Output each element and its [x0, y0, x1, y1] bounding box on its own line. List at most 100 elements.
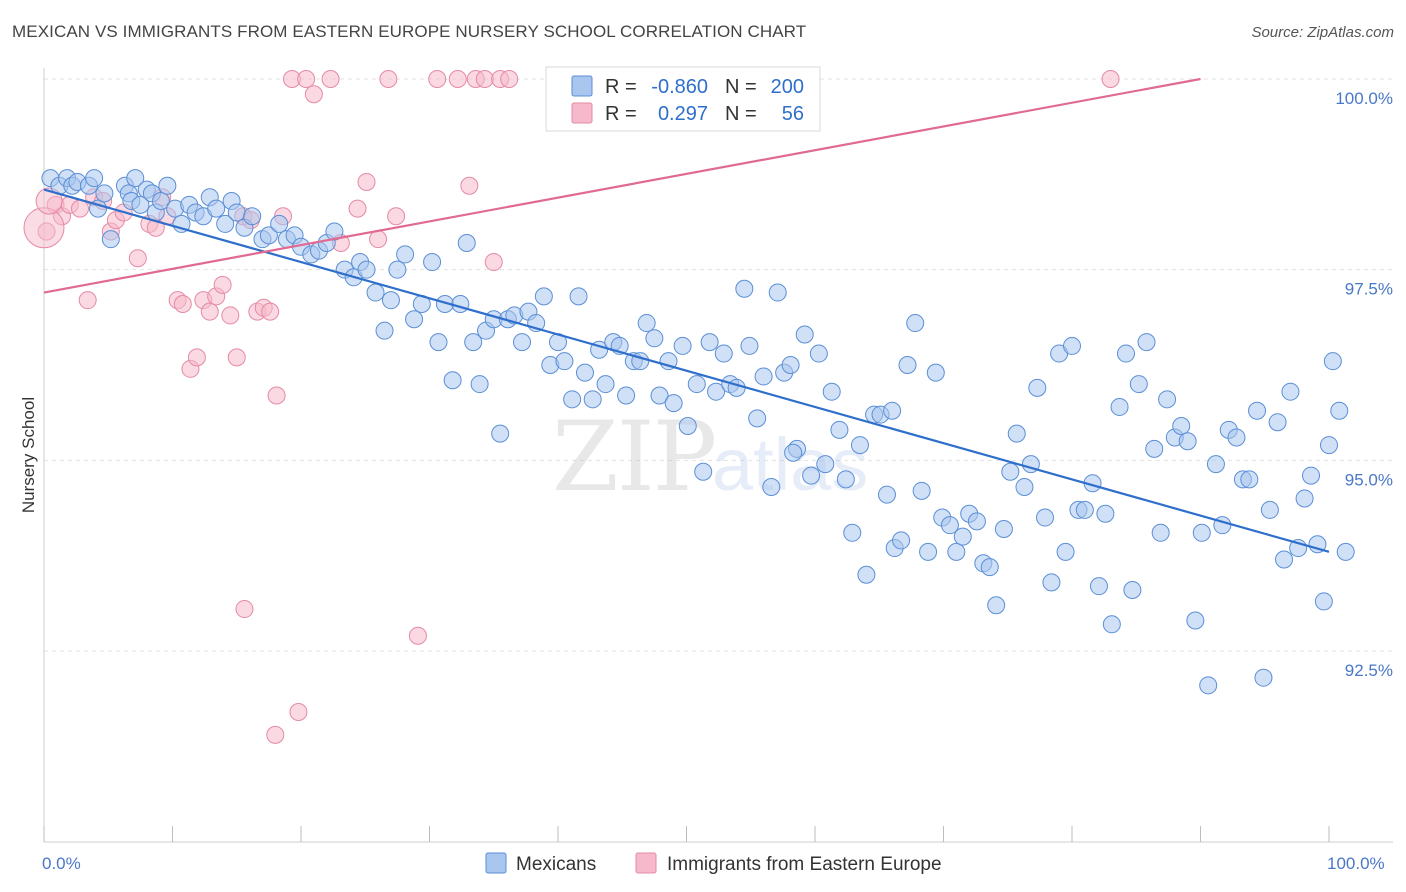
data-point — [947, 542, 966, 561]
data-point — [227, 203, 246, 222]
legend-r-value-1: -0.860 — [651, 76, 708, 98]
data-point — [664, 394, 683, 413]
series-legend: Mexicans Immigrants from Eastern Europe — [485, 852, 942, 875]
data-point — [387, 207, 406, 226]
data-point — [926, 363, 945, 382]
data-point — [822, 382, 841, 401]
data-point — [1110, 397, 1129, 416]
data-point — [694, 462, 713, 481]
chart-source: Source: ZipAtlas.com — [1251, 24, 1394, 41]
data-point — [151, 192, 170, 211]
y-tick-label: 95.0% — [1345, 470, 1393, 489]
data-point — [126, 169, 145, 188]
data-point — [802, 466, 821, 485]
data-point — [1102, 615, 1121, 634]
data-point — [243, 207, 262, 226]
y-tick-label: 92.5% — [1345, 661, 1393, 680]
data-point — [475, 70, 494, 88]
data-point — [221, 306, 240, 325]
data-point — [1151, 523, 1170, 542]
data-point — [569, 287, 588, 306]
data-point — [795, 325, 814, 344]
data-point — [809, 344, 828, 363]
data-point — [297, 70, 316, 88]
data-point — [366, 283, 385, 302]
data-point — [270, 214, 289, 233]
x-tick-label-max: 100.0% — [1327, 854, 1385, 873]
data-point — [754, 367, 773, 386]
data-point — [1116, 344, 1135, 363]
data-point — [428, 70, 447, 88]
data-point — [714, 344, 733, 363]
data-point — [1336, 542, 1355, 561]
data-point — [101, 230, 120, 249]
data-point — [1056, 542, 1075, 561]
data-point — [534, 287, 553, 306]
data-point — [678, 417, 697, 436]
data-point — [748, 409, 767, 428]
data-point — [1101, 70, 1120, 88]
data-point — [637, 314, 656, 333]
data-point — [1254, 668, 1273, 687]
data-point — [883, 401, 902, 420]
data-point — [460, 176, 479, 195]
data-point — [768, 283, 787, 302]
data-point — [1036, 508, 1055, 527]
correlation-legend: R = -0.860 N = 200 R = 0.297 N = 56 — [545, 66, 821, 132]
data-point — [1240, 470, 1259, 489]
bottom-legend-swatch-eastern-europe — [635, 852, 657, 874]
data-point — [673, 336, 692, 355]
data-point — [1268, 413, 1287, 432]
data-point — [1096, 504, 1115, 523]
x-axis-ticks — [43, 826, 1330, 842]
data-point — [617, 386, 636, 405]
data-point — [267, 386, 286, 405]
data-point — [727, 378, 746, 397]
data-point — [940, 516, 959, 535]
data-point — [1330, 401, 1349, 420]
data-point — [379, 70, 398, 88]
bottom-legend-label-eastern-europe: Immigrants from Eastern Europe — [667, 854, 942, 875]
data-point — [906, 314, 925, 333]
data-point — [1323, 352, 1342, 371]
legend-r-value-2: 0.297 — [658, 103, 708, 125]
x-tick-label-min: 0.0% — [42, 854, 81, 873]
data-point — [1089, 577, 1108, 596]
data-point — [321, 70, 340, 88]
data-point — [388, 260, 407, 279]
data-point — [429, 333, 448, 352]
data-point — [95, 184, 114, 203]
trendline-mexicans — [43, 188, 1330, 553]
data-point — [1007, 424, 1026, 443]
data-point — [1295, 489, 1314, 508]
data-point — [261, 302, 280, 321]
data-point — [836, 470, 855, 489]
data-point — [781, 356, 800, 374]
data-point — [85, 169, 104, 188]
data-point — [491, 424, 510, 443]
data-point — [207, 199, 226, 218]
data-point — [1192, 523, 1211, 542]
data-point — [816, 455, 835, 474]
data-point — [994, 519, 1013, 538]
data-point — [375, 321, 394, 340]
data-point — [235, 600, 254, 619]
data-point — [1227, 428, 1246, 447]
data-point — [357, 260, 376, 279]
data-point — [187, 348, 206, 367]
data-point — [1206, 455, 1225, 474]
data-point — [650, 386, 669, 405]
data-point — [575, 363, 594, 382]
legend-swatch-mexicans — [571, 75, 593, 97]
data-point — [500, 70, 519, 88]
legend-n-value-1: 200 — [771, 76, 804, 98]
data-point — [1137, 333, 1156, 352]
data-point — [408, 626, 427, 645]
data-point — [953, 527, 972, 546]
data-point — [596, 375, 615, 394]
bottom-legend-label-mexicans: Mexicans — [516, 854, 596, 875]
data-point — [1158, 390, 1177, 409]
data-point — [1199, 676, 1218, 695]
data-point — [1248, 401, 1267, 420]
